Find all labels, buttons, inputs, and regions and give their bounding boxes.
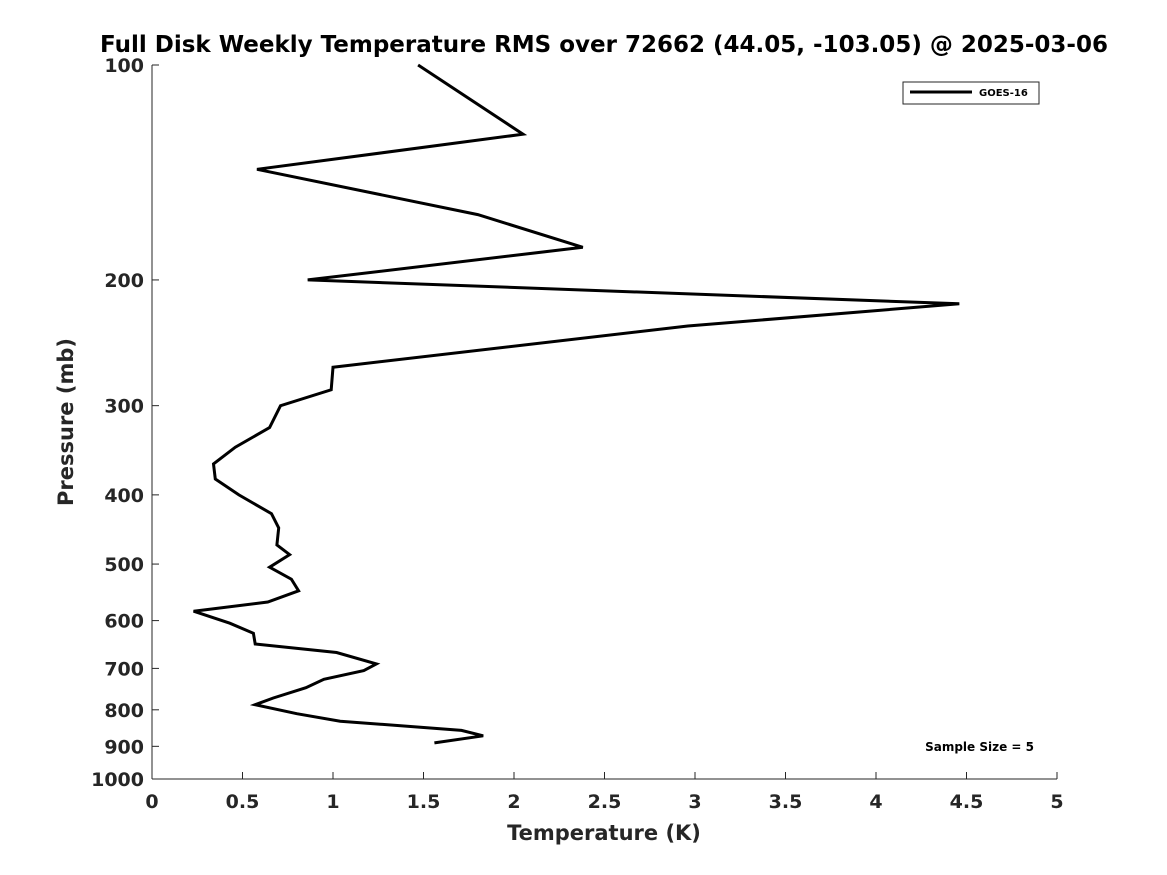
legend-label-goes16: GOES-16 [979, 88, 1028, 99]
y-tick-label: 300 [104, 396, 144, 418]
x-axis-label: Temperature (K) [507, 821, 701, 845]
y-tick-label: 400 [104, 485, 144, 507]
y-tick-label: 600 [104, 611, 144, 633]
y-axis-label: Pressure (mb) [54, 338, 78, 506]
y-tick-label: 900 [104, 736, 144, 758]
y-tick-label: 800 [104, 700, 144, 722]
sample-size-annotation: Sample Size = 5 [925, 740, 1034, 754]
y-tick-label: 500 [104, 554, 144, 576]
x-ticks: 0 0.5 1 1.5 2 2.5 3 3.5 4 4.5 5 [145, 772, 1064, 813]
series-line-goes-16 [193, 63, 960, 745]
series-group [193, 63, 960, 745]
x-tick-label: 5 [1050, 791, 1063, 813]
chart-title: Full Disk Weekly Temperature RMS over 72… [100, 32, 1108, 58]
x-tick-label: 4.5 [950, 791, 984, 813]
y-tick-label: 200 [104, 270, 144, 292]
x-tick-label: 0 [145, 791, 158, 813]
x-tick-label: 2 [507, 791, 520, 813]
x-tick-label: 3.5 [769, 791, 803, 813]
x-tick-label: 4 [869, 791, 882, 813]
x-tick-label: 0.5 [226, 791, 260, 813]
y-tick-label: 100 [104, 55, 144, 77]
y-tick-label: 1000 [91, 769, 144, 791]
x-tick-label: 1.5 [407, 791, 441, 813]
y-tick-label: 700 [104, 658, 144, 680]
x-tick-label: 3 [688, 791, 701, 813]
plot-axes [151, 65, 1057, 780]
legend: GOES-16 [902, 81, 1040, 105]
x-tick-label: 1 [326, 791, 339, 813]
x-tick-label: 2.5 [588, 791, 622, 813]
y-ticks: 100 200 300 400 500 600 700 800 900 1000 [91, 55, 159, 791]
